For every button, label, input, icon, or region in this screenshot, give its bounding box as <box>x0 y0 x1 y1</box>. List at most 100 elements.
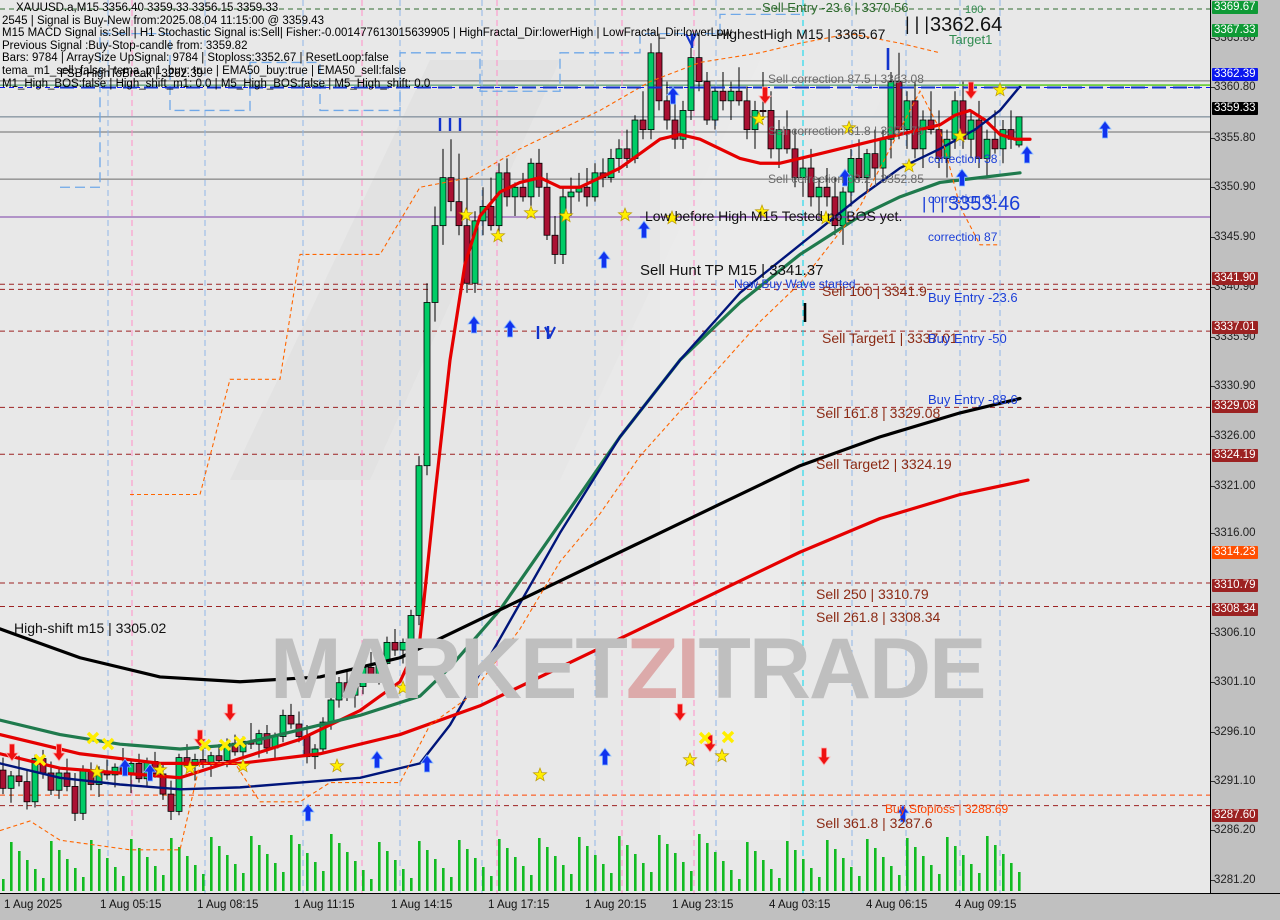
price-tick-mark <box>1211 880 1215 881</box>
fractal-channel-upper <box>130 33 941 496</box>
price-label-highlight[interactable]: 3362.39 <box>1212 68 1258 81</box>
candle-body <box>407 615 415 643</box>
fractal-star-marker <box>664 210 680 225</box>
volume-bar <box>194 865 197 891</box>
time-tick: 4 Aug 06:15 <box>866 899 928 911</box>
price-tick: 3281.20 <box>1214 874 1256 886</box>
candle-body <box>519 186 527 198</box>
volume-bar <box>306 853 309 891</box>
ma-red-fast <box>0 108 1032 780</box>
volume-bar <box>890 866 893 891</box>
price-tick-mark <box>1211 386 1215 387</box>
time-tick: 1 Aug 05:15 <box>100 899 162 911</box>
volume-bar <box>1018 872 1021 891</box>
candle-body <box>23 781 31 803</box>
candle-body <box>823 186 831 198</box>
price-label-highlight[interactable]: 3308.34 <box>1212 603 1258 616</box>
volume-bar <box>162 875 165 891</box>
price-tick: 3286.20 <box>1214 824 1256 836</box>
volume-bar <box>66 859 69 891</box>
price-label-highlight[interactable]: 3359.33 <box>1212 102 1258 115</box>
volume-bar <box>898 875 901 891</box>
price-label-highlight[interactable]: 3367.33 <box>1212 24 1258 37</box>
target1-label: Target1 <box>949 32 993 47</box>
current-price-marker: 3353.46 <box>948 193 1021 215</box>
ma-blue <box>0 85 1022 791</box>
candle-body <box>399 641 407 651</box>
price-label-highlight[interactable]: 3369.67 <box>1212 1 1258 14</box>
buy-signal-arrow <box>420 754 434 773</box>
volume-bar <box>626 845 629 891</box>
volume-bar <box>42 878 45 891</box>
sell-signal-arrow <box>5 743 19 762</box>
price-tick: 3316.00 <box>1214 527 1256 539</box>
price-tick: 3306.10 <box>1214 627 1256 639</box>
candle-body <box>767 110 775 150</box>
fractal-star-marker <box>952 128 968 143</box>
volume-bar <box>850 867 853 891</box>
candle-body <box>895 81 903 131</box>
time-scale[interactable]: 1 Aug 2025 1 Aug 05:15 1 Aug 08:15 1 Aug 11… <box>0 893 1280 920</box>
sell-target1-label: Sell Target1 | 3337.01 <box>822 330 958 346</box>
price-label-highlight[interactable]: 3329.08 <box>1212 400 1258 413</box>
candle-body <box>735 90 743 102</box>
info-line-3: Previous Signal :Buy-Stop-candle from: 3… <box>2 39 248 52</box>
chart-plot-area[interactable]: MARKETZITRADE <box>0 0 1210 893</box>
price-tick-mark <box>1211 287 1215 288</box>
volume-bar <box>338 843 341 891</box>
price-tick-mark <box>1211 732 1215 733</box>
sell-correction-382: Sell correction 38.2 | 3352.85 <box>768 172 924 186</box>
candle-body <box>783 129 791 150</box>
volume-bar <box>730 870 733 891</box>
volume-bar <box>410 878 413 891</box>
volume-bar <box>634 854 637 891</box>
candle-body <box>391 641 399 651</box>
volume-bar <box>74 868 77 891</box>
volume-bar <box>298 844 301 891</box>
candle-body <box>495 172 503 227</box>
info-line-6: M1_High_BOS:false | High_shift_m1: 0.0 |… <box>2 77 431 90</box>
volume-bar <box>906 838 909 891</box>
buy-signal-arrow <box>896 804 910 823</box>
candle-body <box>7 775 15 789</box>
volume-bar <box>754 851 757 891</box>
volume-bar <box>202 874 205 891</box>
candle-body <box>607 158 615 179</box>
price-tick-mark <box>1211 830 1215 831</box>
volume-bar <box>282 872 285 891</box>
price-tick-mark <box>1211 187 1215 188</box>
price-scale[interactable]: 3365.80 3360.80 3355.80 3350.90 3345.90 3340.… <box>1210 0 1280 893</box>
sell-signal-arrow <box>673 703 687 722</box>
price-tick-mark <box>1211 38 1215 39</box>
volume-bar <box>922 856 925 891</box>
price-tick: 3345.90 <box>1214 231 1256 243</box>
candle-body <box>935 129 943 159</box>
sell-target2-label: Sell Target2 | 3324.19 <box>816 456 952 472</box>
price-label-highlight[interactable]: 3287.60 <box>1212 809 1258 822</box>
buy-signal-arrow <box>666 86 680 105</box>
candle-body <box>279 714 287 737</box>
candle-body <box>695 57 703 83</box>
price-label-highlight[interactable]: 3341.90 <box>1212 272 1258 285</box>
price-label-highlight[interactable]: 3314.23 <box>1212 546 1258 559</box>
volume-bar <box>586 846 589 891</box>
volume-bar <box>658 835 661 891</box>
volume-bar <box>762 860 765 891</box>
volume-bar <box>570 874 573 891</box>
chart-canvas <box>0 0 1210 893</box>
candle-body <box>367 666 375 675</box>
candle-body <box>79 769 87 814</box>
price-label-highlight[interactable]: 3324.19 <box>1212 449 1258 462</box>
candle-body <box>439 177 447 227</box>
sell-correction-875: Sell correction 87.5 | 3363.08 <box>768 72 924 86</box>
candle-body <box>943 138 951 159</box>
volume-bar <box>354 861 357 891</box>
volume-bar <box>418 841 421 891</box>
price-label-highlight[interactable]: 3337.01 <box>1212 321 1258 334</box>
volume-bar <box>386 851 389 891</box>
volume-bar <box>50 841 53 891</box>
volume-bar <box>610 873 613 891</box>
fractal-star-marker <box>617 207 633 222</box>
high-shift-m15-label: High-shift m15 | 3305.02 <box>14 620 167 636</box>
price-label-highlight[interactable]: 3310.79 <box>1212 579 1258 592</box>
